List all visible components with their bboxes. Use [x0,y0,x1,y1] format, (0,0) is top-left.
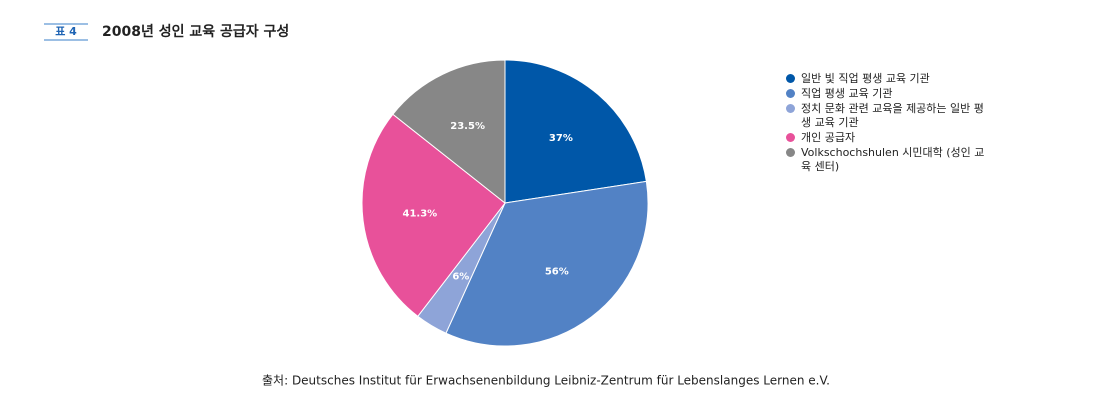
legend-item: 직업 평생 교육 기관 [786,87,986,101]
legend-swatch [786,148,795,157]
legend-swatch [786,104,795,113]
value-label: 56% [545,266,569,277]
legend-item: 개인 공급자 [786,131,986,145]
pie-slice [392,59,506,205]
pie-slice [504,59,647,204]
legend-item: Volkschochshulen 시민대학 (성인 교육 센터) [786,146,986,174]
legend-label: Volkschochshulen 시민대학 (성인 교육 센터) [801,146,985,173]
chart-title: 2008년 성인 교육 공급자 구성 [102,23,289,40]
legend-label: 일반 빛 직업 평생 교육 기관 [801,72,930,85]
legend-swatch [786,133,795,142]
legend-label: 정치 문화 관련 교육을 제공하는 일반 평생 교육 기관 [801,102,984,129]
value-label: 41.3% [402,209,437,220]
legend-label: 직업 평생 교육 기관 [801,87,893,100]
legend-swatch [786,74,795,83]
table-label: 표 4 [55,25,77,38]
legend-swatch [786,89,795,98]
source: 출처: Deutsches Institut für Erwachsenenbi… [262,374,830,388]
value-label: 37% [549,133,573,144]
pie: 37% 56% 6% 41.3% 23.5% [361,59,649,347]
value-label: 6% [452,272,469,283]
value-label: 23.5% [450,121,485,132]
legend-label: 개인 공급자 [801,131,856,144]
legend-item: 정치 문화 관련 교육을 제공하는 일반 평생 교육 기관 [786,102,986,130]
pie-slice [361,113,506,318]
legend-item: 일반 빛 직업 평생 교육 기관 [786,72,986,86]
